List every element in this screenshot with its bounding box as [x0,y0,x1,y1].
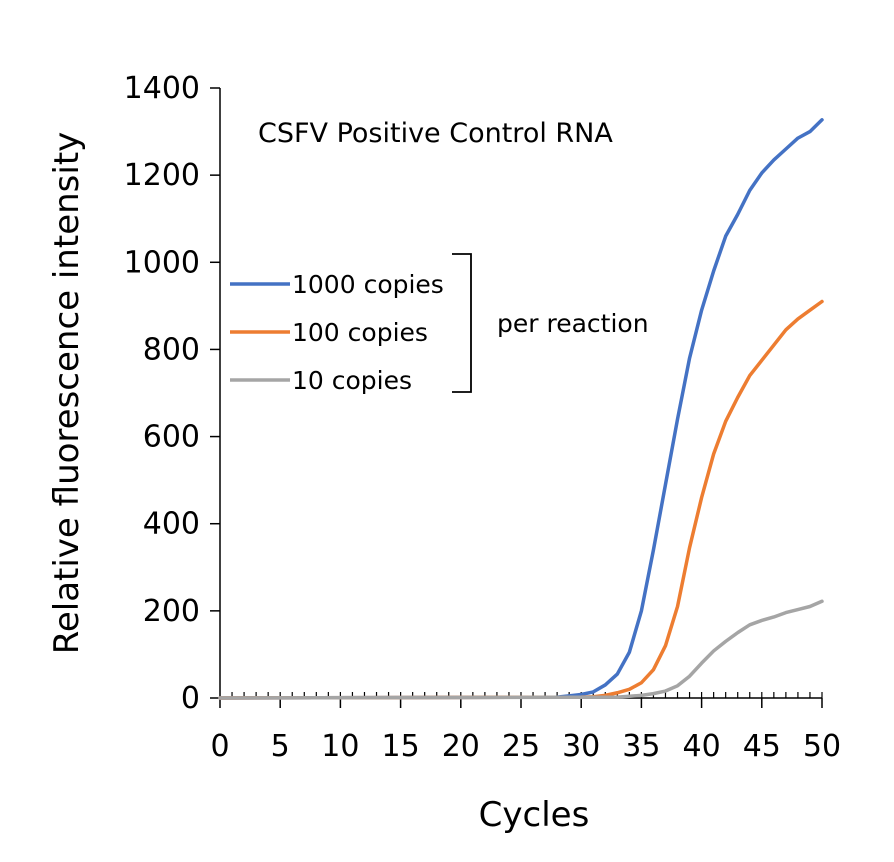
x-tick-label: 10 [321,729,359,764]
legend-group-label: per reaction [497,309,649,338]
y-tick-label: 1000 [124,245,200,280]
x-tick-label: 30 [562,729,600,764]
x-tick-label: 25 [502,729,540,764]
y-tick-label: 400 [143,507,200,542]
x-tick-label: 5 [271,729,290,764]
series-line-1 [218,299,824,700]
y-tick-label: 0 [181,681,200,716]
legend-label: 100 copies [292,318,428,347]
x-tick-label: 45 [743,729,781,764]
y-tick-label: 1400 [124,71,200,106]
y-axis-title: Relative fluorescence intensity [47,132,87,655]
series-line-2 [218,599,824,700]
series-layer [218,118,824,700]
x-tick-label: 0 [210,729,229,764]
chart-title: CSFV Positive Control RNA [258,118,613,149]
x-tick-label: 35 [622,729,660,764]
y-tick-label: 800 [143,332,200,367]
x-tick-label: 50 [803,729,841,764]
y-tick-label: 200 [143,594,200,629]
x-tick-label: 15 [382,729,420,764]
legend-label: 10 copies [292,366,412,395]
axes: 0 200 400 600 800 1000 1200 1400 0 5 10 15 20 25 30 35 4… [124,71,841,764]
x-tick-label: 40 [683,729,721,764]
x-axis-title: Cycles [479,795,590,835]
x-tick-label: 20 [442,729,480,764]
legend: 1000 copies 100 copies 10 copies [230,253,472,395]
legend-bracket [452,253,472,393]
y-tick-label: 1200 [124,158,200,193]
series-line-0 [218,118,824,700]
legend-label: 1000 copies [292,270,444,299]
y-tick-label: 600 [143,420,200,455]
